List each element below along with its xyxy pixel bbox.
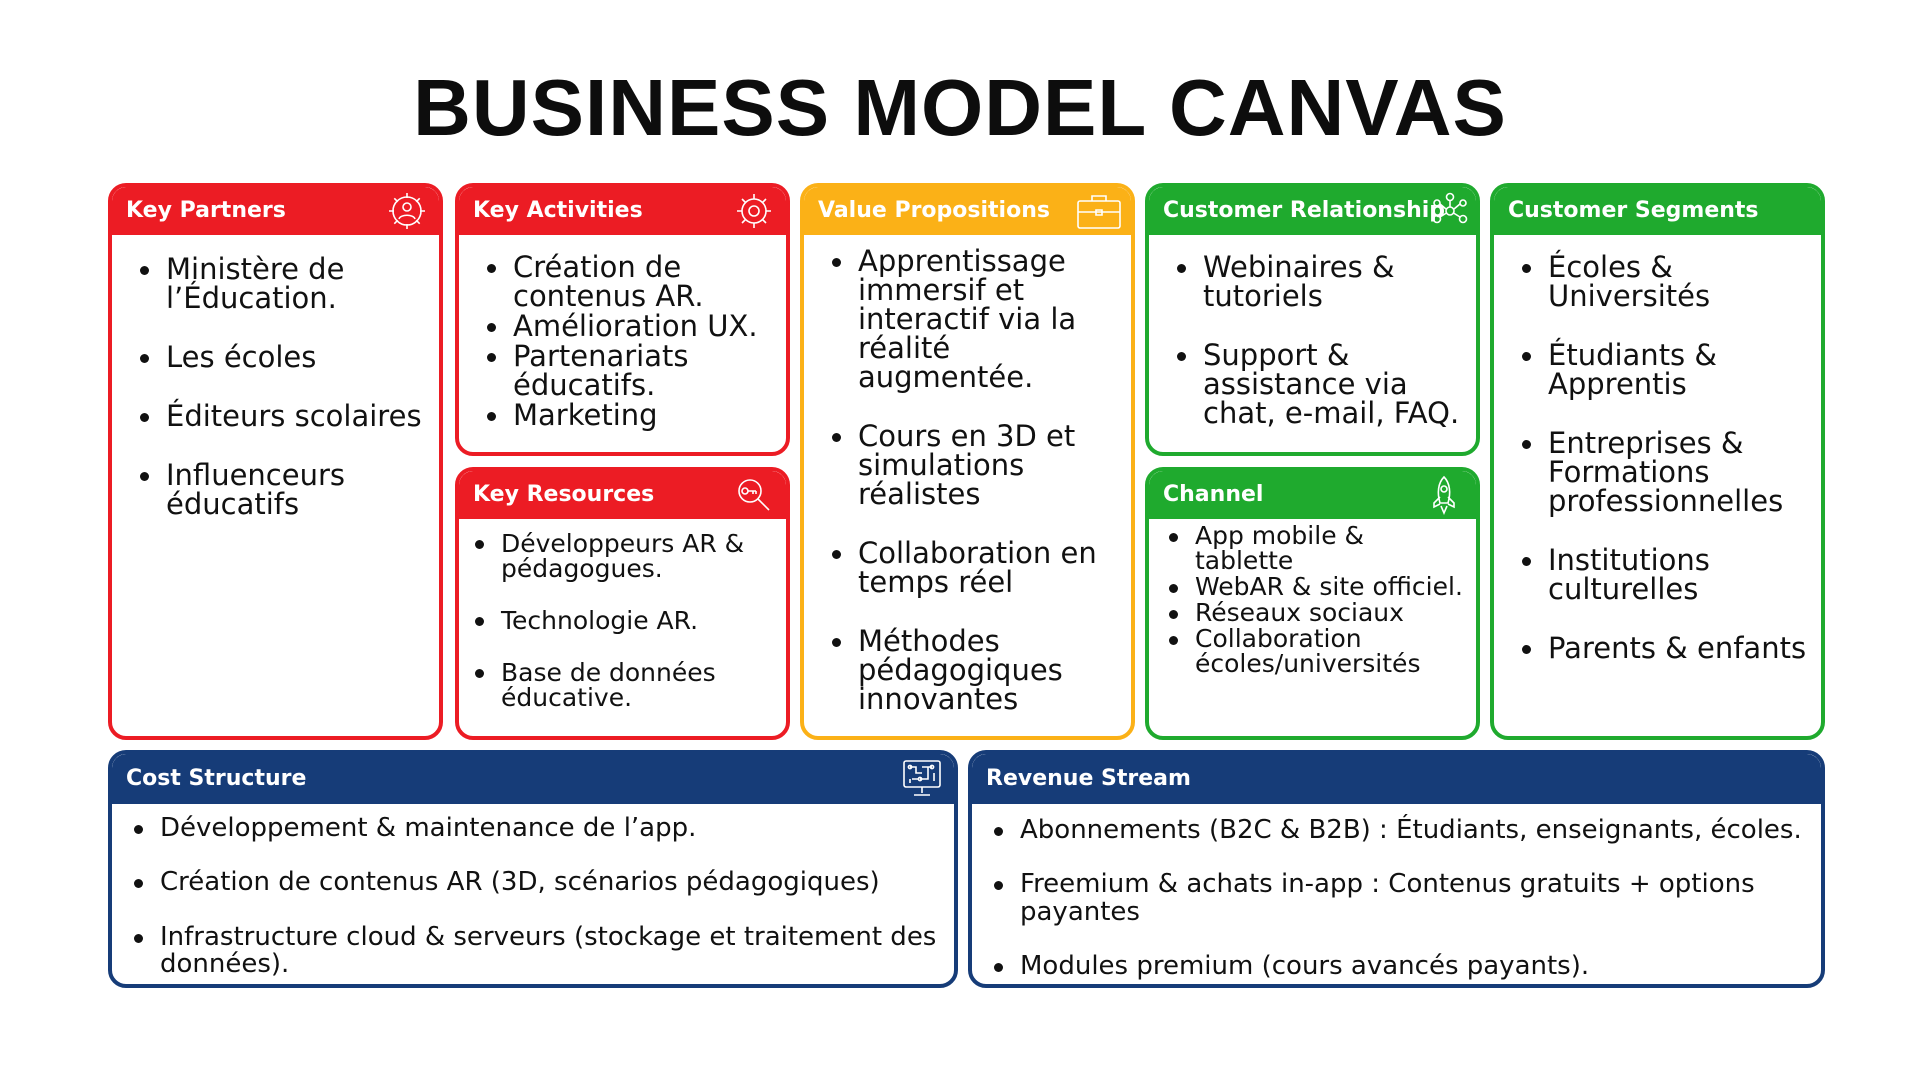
list-item: Création de contenus AR (3D, scénarios p… bbox=[134, 868, 942, 896]
key-resources-header: Key Resources bbox=[459, 471, 786, 519]
list-item: Méthodes pédagogiques innovantes bbox=[832, 627, 1119, 714]
list-item: Écoles & Universités bbox=[1522, 253, 1809, 311]
list-item: Collaboration écoles/universités bbox=[1169, 626, 1464, 676]
revenue-stream-header: Revenue Stream bbox=[972, 754, 1821, 804]
channel-title: Channel bbox=[1163, 482, 1264, 507]
list-item: Collaboration en temps réel bbox=[832, 539, 1119, 597]
list-item: WebAR & site officiel. bbox=[1169, 572, 1463, 601]
list-item: Création de contenus AR. bbox=[487, 253, 774, 311]
list-item: Institutions culturelles bbox=[1522, 546, 1809, 604]
cost-structure-block: Cost Structure Développement & maintenan… bbox=[108, 750, 958, 988]
list-item: Entreprises & Formations professionnelle… bbox=[1522, 429, 1809, 516]
list-item: Technologie AR. bbox=[475, 608, 774, 633]
list-item: Réseaux sociaux bbox=[1169, 600, 1464, 625]
list-item: Influenceurs éducatifs bbox=[140, 461, 427, 519]
list-item: Webinaires & tutoriels bbox=[1177, 253, 1464, 311]
list-item: Parents & enfants bbox=[1522, 634, 1809, 663]
cost-structure-title: Cost Structure bbox=[126, 766, 307, 791]
list-item: Cours en 3D et simulations réalistes bbox=[832, 422, 1119, 509]
customer-segments-title: Customer Segments bbox=[1508, 198, 1759, 223]
list-item: Les écoles bbox=[140, 343, 427, 372]
list-item: App mobile & tablette bbox=[1169, 523, 1464, 573]
list-item: Étudiants & Apprentis bbox=[1522, 341, 1809, 399]
cost-structure-header: Cost Structure bbox=[112, 754, 954, 804]
list-item: Infrastructure cloud & serveurs (stockag… bbox=[134, 923, 942, 979]
list-item: Développement & maintenance de l’app. bbox=[134, 814, 942, 842]
customer-relationship-title: Customer Relationship bbox=[1163, 198, 1446, 223]
list-item: Support & assistance via chat, e-mail, F… bbox=[1177, 341, 1464, 428]
list-item: Modules premium (cours avancés payants). bbox=[994, 952, 1809, 980]
customer-relationship-header: Customer Relationship bbox=[1149, 187, 1476, 235]
key-resources-title: Key Resources bbox=[473, 482, 655, 507]
customer-relationship-block: Customer Relationship Webinaires & tutor… bbox=[1145, 183, 1480, 456]
list-item: Éditeurs scolaires bbox=[140, 402, 427, 431]
key-activities-title: Key Activities bbox=[473, 198, 643, 223]
list-item: Apprentissage immersif et interactif via… bbox=[832, 247, 1119, 392]
revenue-stream-title: Revenue Stream bbox=[986, 766, 1191, 791]
rocket-icon bbox=[1424, 475, 1464, 515]
revenue-stream-block: Revenue Stream Abonnements (B2C & B2B) :… bbox=[968, 750, 1825, 988]
key-activities-block: Key Activities Création de contenus AR. … bbox=[455, 183, 790, 456]
list-item: Développeurs AR & pédagogues. bbox=[475, 531, 774, 581]
value-propositions-block: Value Propositions Apprentissage immersi… bbox=[800, 183, 1135, 740]
list-item: Base de données éducative. bbox=[475, 660, 774, 710]
list-item: Ministère de l’Éducation. bbox=[140, 255, 427, 313]
briefcase-icon bbox=[1075, 191, 1123, 231]
key-activities-header: Key Activities bbox=[459, 187, 786, 235]
customer-segments-header: Customer Segments bbox=[1494, 187, 1821, 235]
key-partners-title: Key Partners bbox=[126, 198, 286, 223]
magnifier-key-icon bbox=[734, 475, 774, 515]
key-partners-block: Key Partners Ministère de l’Éducation. L… bbox=[108, 183, 443, 740]
channel-header: Channel bbox=[1149, 471, 1476, 519]
list-item: Abonnements (B2C & B2B) : Étudiants, ens… bbox=[994, 816, 1809, 844]
list-item: Marketing bbox=[487, 401, 774, 430]
channel-block: Channel App mobile & tablette WebAR & si… bbox=[1145, 467, 1480, 740]
people-gear-icon bbox=[387, 191, 427, 231]
key-resources-block: Key Resources Développeurs AR & pédagogu… bbox=[455, 467, 790, 740]
value-propositions-header: Value Propositions bbox=[804, 187, 1131, 235]
list-item: Freemium & achats in-app : Contenus grat… bbox=[994, 871, 1809, 926]
circuit-monitor-icon bbox=[902, 759, 942, 799]
list-item: Partenariats éducatifs. bbox=[487, 342, 774, 400]
gear-icon bbox=[734, 191, 774, 231]
value-propositions-title: Value Propositions bbox=[818, 198, 1050, 223]
key-partners-header: Key Partners bbox=[112, 187, 439, 235]
network-people-icon bbox=[1430, 191, 1470, 231]
customer-segments-block: Customer Segments Écoles & Universités É… bbox=[1490, 183, 1825, 740]
list-item: Amélioration UX. bbox=[487, 312, 774, 341]
page-title: BUSINESS MODEL CANVAS bbox=[413, 63, 1507, 152]
